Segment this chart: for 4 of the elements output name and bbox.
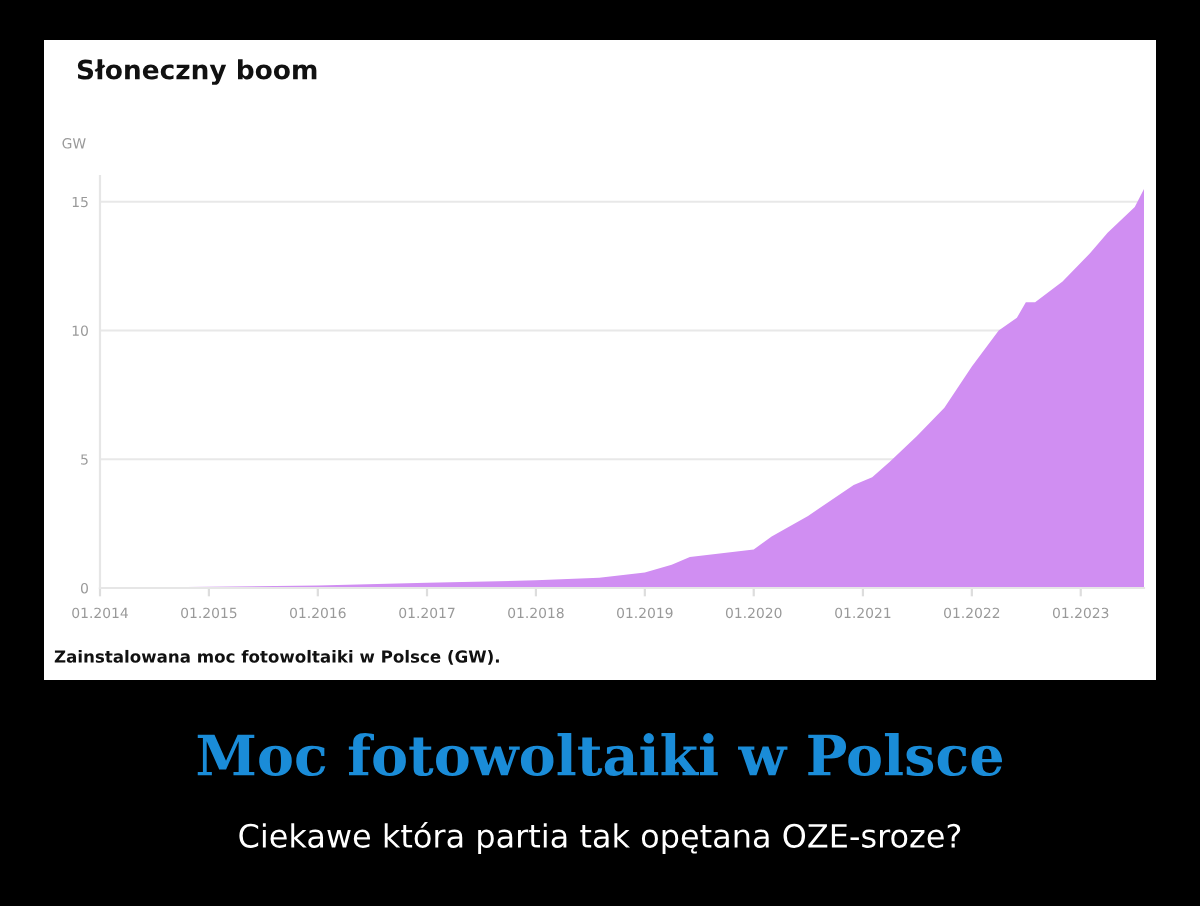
- chart-title: Słoneczny boom: [77, 59, 317, 85]
- text: Moc fotowoltaiki w Polsce: [197, 733, 1003, 777]
- text: Zainstalowana moc fotowoltaiki w Polsce (GW).: [54, 649, 499, 665]
- text: Ciekawe która partia tak opętana OZE-sroze?: [239, 821, 961, 855]
